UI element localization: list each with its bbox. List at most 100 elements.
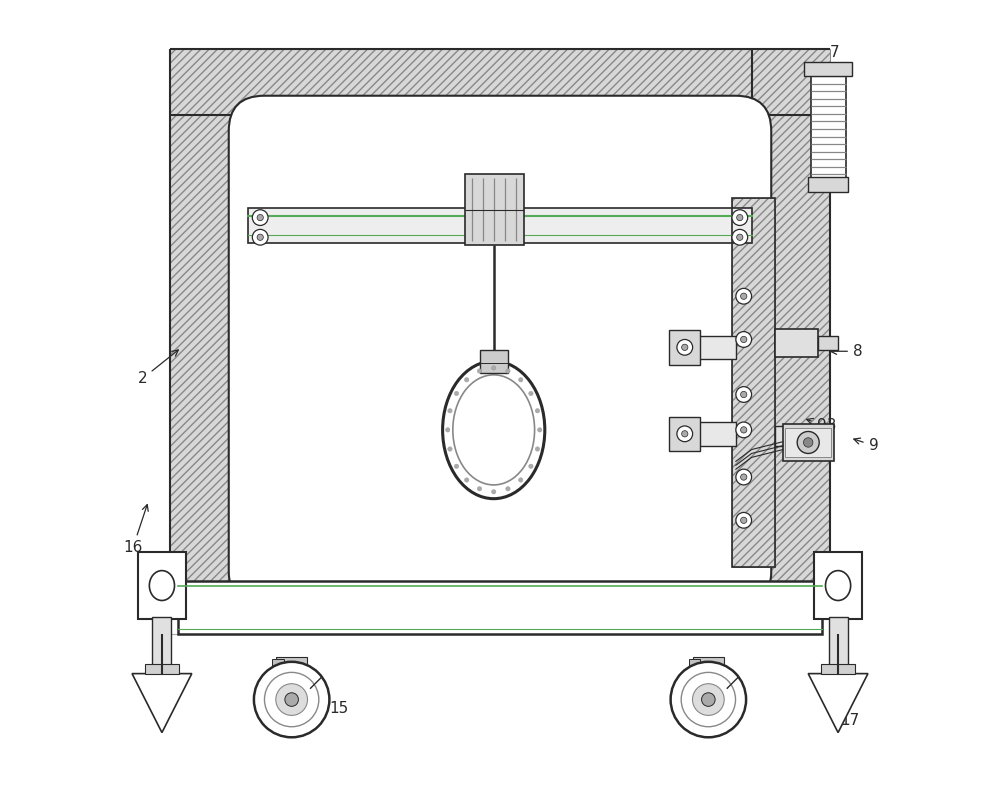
Bar [775, 426, 795, 446]
Circle shape [736, 512, 752, 528]
Text: 5: 5 [452, 334, 484, 355]
Bar [248, 208, 752, 243]
Circle shape [477, 487, 482, 491]
Bar [677, 422, 736, 446]
Circle shape [519, 378, 523, 382]
Bar [693, 657, 724, 677]
Circle shape [736, 331, 752, 347]
FancyBboxPatch shape [229, 95, 771, 607]
Ellipse shape [825, 570, 851, 600]
Bar [785, 428, 831, 458]
Text: 92: 92 [691, 359, 728, 375]
Text: 3: 3 [330, 236, 371, 280]
Bar [465, 174, 524, 245]
Circle shape [736, 422, 752, 438]
Bar [814, 552, 862, 619]
Circle shape [252, 210, 268, 226]
Text: 91: 91 [691, 442, 728, 457]
Bar [783, 424, 834, 462]
Circle shape [682, 431, 688, 437]
Circle shape [276, 684, 308, 716]
Bar [276, 657, 307, 677]
Text: 7: 7 [818, 45, 839, 103]
Bar [669, 417, 700, 451]
Circle shape [519, 478, 523, 482]
Bar [272, 659, 284, 679]
Circle shape [736, 469, 752, 485]
Text: 9: 9 [854, 438, 878, 453]
Bar [178, 581, 822, 634]
Circle shape [737, 215, 743, 221]
Circle shape [529, 464, 533, 469]
Text: 93: 93 [807, 418, 836, 433]
Circle shape [257, 215, 263, 221]
Circle shape [671, 662, 746, 737]
Circle shape [454, 464, 459, 469]
Circle shape [535, 447, 540, 451]
Text: 16: 16 [123, 505, 148, 555]
Circle shape [257, 234, 263, 241]
Text: 17: 17 [840, 686, 859, 728]
Bar [808, 177, 848, 193]
Bar [170, 49, 830, 115]
Circle shape [252, 230, 268, 245]
Circle shape [681, 672, 736, 727]
Circle shape [254, 662, 329, 737]
Bar [804, 62, 852, 76]
Bar [669, 330, 700, 365]
Circle shape [732, 230, 748, 245]
Circle shape [492, 490, 496, 494]
Circle shape [506, 487, 510, 491]
Circle shape [506, 368, 510, 373]
Bar [152, 617, 171, 666]
Circle shape [477, 368, 482, 373]
Circle shape [741, 427, 747, 433]
Circle shape [737, 234, 743, 241]
Bar [752, 88, 830, 607]
Bar [775, 329, 818, 357]
Circle shape [741, 474, 747, 481]
Circle shape [448, 409, 452, 413]
Text: 15: 15 [311, 688, 348, 716]
Circle shape [677, 339, 693, 355]
Circle shape [529, 391, 533, 396]
Bar [811, 72, 846, 178]
Bar [480, 350, 508, 373]
Circle shape [741, 293, 747, 299]
Ellipse shape [453, 375, 535, 485]
Circle shape [492, 366, 496, 370]
Circle shape [741, 517, 747, 523]
Circle shape [741, 336, 747, 342]
Text: 10: 10 [695, 391, 732, 406]
Circle shape [702, 693, 715, 706]
Polygon shape [808, 674, 868, 732]
Circle shape [448, 447, 452, 451]
Text: 1: 1 [401, 546, 457, 591]
Circle shape [285, 693, 298, 706]
Bar [145, 664, 179, 674]
Bar [677, 335, 736, 359]
Circle shape [692, 684, 724, 716]
Circle shape [454, 391, 459, 396]
Circle shape [736, 387, 752, 402]
Circle shape [677, 426, 693, 442]
Circle shape [741, 391, 747, 398]
Circle shape [797, 432, 819, 454]
Text: 6: 6 [524, 432, 572, 449]
Text: A: A [508, 376, 548, 398]
Circle shape [535, 409, 540, 413]
Bar [829, 617, 848, 666]
Bar [732, 198, 775, 567]
Bar [138, 552, 186, 619]
Text: 4: 4 [498, 249, 532, 300]
Circle shape [464, 378, 469, 382]
Circle shape [803, 438, 813, 447]
Bar [732, 198, 775, 567]
Ellipse shape [443, 361, 545, 499]
Circle shape [736, 288, 752, 304]
Circle shape [682, 344, 688, 350]
Bar [170, 88, 248, 607]
Text: 2: 2 [137, 350, 178, 387]
Bar [821, 664, 855, 674]
Circle shape [446, 428, 450, 432]
